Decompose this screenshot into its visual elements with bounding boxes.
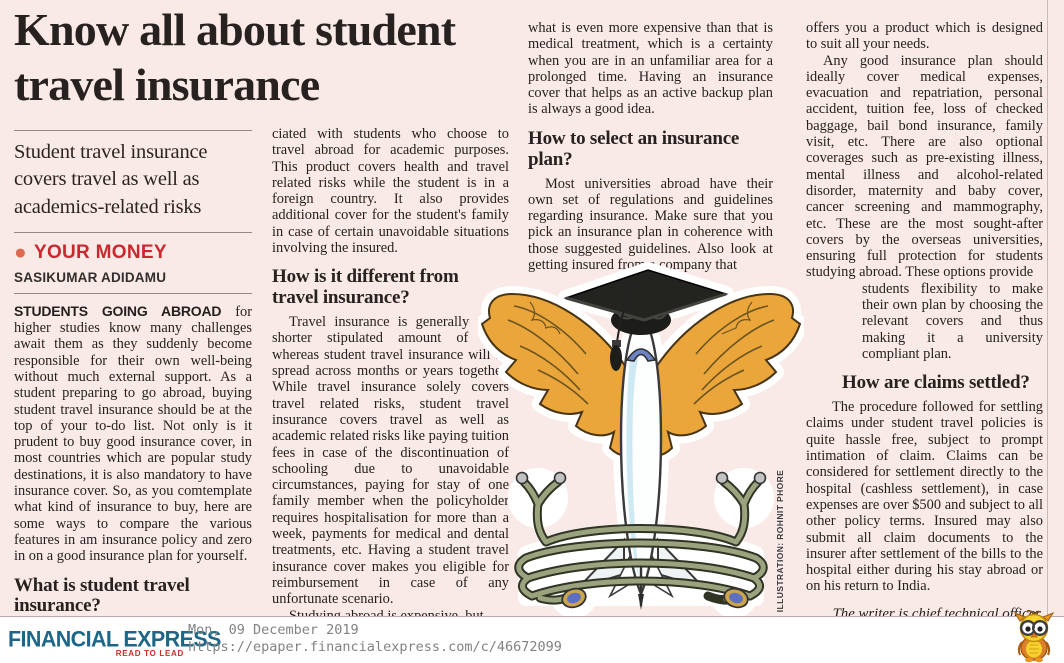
financial-express-logo[interactable]: FINANCIAL EXPRESS READ TO LEAD [8, 626, 221, 659]
section-heading: How to select an insurance plan? [528, 127, 740, 170]
article-clipping: Know all about student travel insurance … [0, 0, 1064, 617]
column-2: ciated with students who choose to trave… [272, 126, 509, 617]
page-edge-rule [1047, 0, 1048, 616]
column-1: Student travel insurance covers travel a… [14, 130, 252, 617]
column-3: what is even more expensive than that is… [528, 20, 773, 616]
section-heading: What is student travel insurance? [14, 574, 190, 617]
paragraph: Most universities abroad have their own … [528, 175, 773, 274]
chest-pieces [561, 587, 749, 609]
paragraph: offers you a product which is designed t… [806, 20, 1043, 53]
earpieces [515, 471, 767, 485]
paragraph: what is even more expensive than that is… [528, 20, 773, 118]
section-heading: How is it different from travel insuranc… [272, 266, 459, 309]
divider [14, 292, 252, 294]
kicker-label: YOUR MONEY [33, 241, 167, 263]
window [625, 348, 657, 362]
lead-text: for higher studies know many challenges … [14, 303, 252, 565]
logo-text: FINANCIAL EXPRESS [8, 626, 221, 652]
section-heading: How are claims settled? [842, 372, 1030, 394]
illustration-credit: ILLUSTRATION: ROHNIT PHORE [775, 469, 785, 613]
paragraph: The procedure followed for settling clai… [806, 399, 1043, 595]
lead-in: STUDENTS GOING ABROAD [14, 302, 222, 319]
clipping-url[interactable]: https://epaper.financialexpress.com/c/46… [188, 639, 562, 655]
student-insurance-illustration [474, 258, 808, 616]
paragraph: Travel insurance is generally for a shor… [272, 314, 509, 608]
standfirst: Student travel insurance covers travel a… [14, 141, 208, 218]
tassel [610, 345, 622, 371]
column-1-body: STUDENTS GOING ABROAD for higher studies… [14, 303, 252, 617]
graduation-cap-icon [563, 269, 729, 371]
epaper-footer: FINANCIAL EXPRESS READ TO LEAD Mon, 09 D… [0, 609, 1064, 663]
clipping-meta: Mon, 09 December 2019 https://epaper.fin… [188, 622, 562, 656]
paragraph: ciated with students who choose to trave… [272, 126, 509, 257]
page-title: Know all about student travel insurance [14, 4, 456, 111]
divider [14, 231, 252, 233]
section-kicker: ● YOUR MONEY [14, 233, 252, 270]
clipping-date: Mon, 09 December 2019 [188, 622, 359, 638]
nib-tip [638, 594, 644, 610]
stethoscope [514, 471, 768, 609]
paragraph: STUDENTS GOING ABROAD for higher studies… [14, 303, 252, 565]
paragraph: Studying abroad is expensive, but [289, 607, 484, 617]
wings-icon [480, 292, 802, 457]
byline: SASIKUMAR ADIDAMU [14, 269, 167, 285]
logo-tagline: READ TO LEAD [115, 649, 184, 658]
divider [14, 130, 252, 131]
column-4: offers you a product which is designed t… [806, 20, 1043, 617]
owl-mascot-icon[interactable] [1006, 609, 1062, 663]
paragraph-wrapped-around-wing: students flexibility to make their own p… [862, 280, 1043, 362]
paragraph: Any good insurance plan should ideally c… [806, 52, 1043, 281]
bullet-icon: ● [14, 241, 27, 265]
writer-credit: The writer is chief technical officer, B… [832, 605, 1043, 617]
tassel-cord [616, 281, 637, 343]
